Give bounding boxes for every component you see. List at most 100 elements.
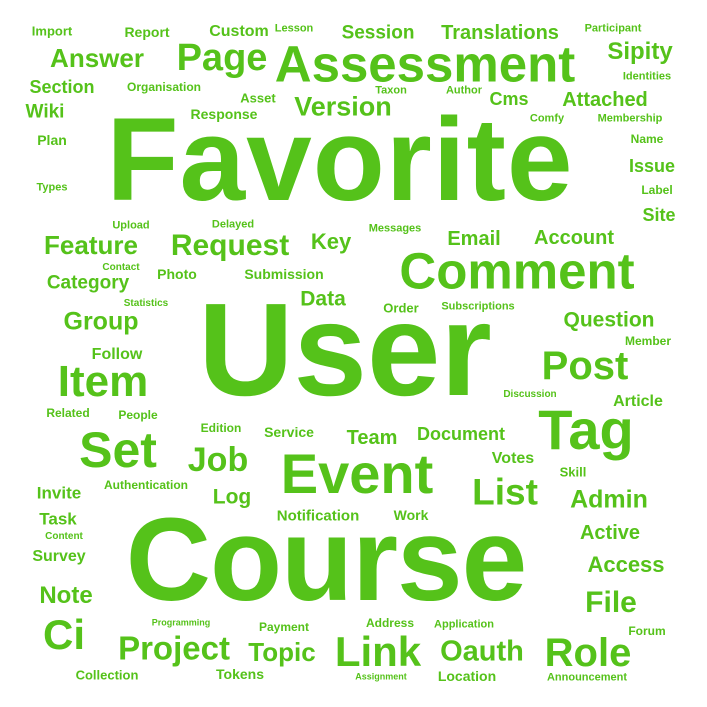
word-access: Access — [587, 552, 665, 577]
word-report: Report — [124, 24, 170, 40]
word-article: Article — [613, 393, 663, 410]
word-section: Section — [29, 77, 95, 97]
word-label: Label — [641, 183, 673, 197]
word-admin: Admin — [570, 485, 648, 514]
word-programming: Programming — [151, 617, 211, 628]
word-order: Order — [383, 300, 419, 316]
word-email: Email — [447, 228, 501, 250]
word-forum: Forum — [628, 624, 666, 638]
word-project: Project — [118, 629, 230, 667]
word-content: Content — [45, 531, 83, 542]
word-survey: Survey — [32, 548, 86, 565]
word-question: Question — [563, 308, 655, 332]
word-custom: Custom — [209, 23, 269, 40]
word-announcement: Announcement — [546, 671, 628, 684]
word-group: Group — [63, 307, 139, 336]
word-topic: Topic — [248, 637, 316, 667]
word-favorite: Favorite — [106, 94, 574, 226]
word-photo: Photo — [157, 266, 197, 282]
word-asset: Asset — [240, 90, 276, 106]
word-import: Import — [31, 23, 73, 39]
word-attached: Attached — [562, 89, 648, 111]
word-payment: Payment — [258, 620, 310, 634]
word-collection: Collection — [75, 667, 139, 683]
word-job: Job — [187, 441, 249, 479]
word-author: Author — [445, 84, 483, 97]
word-request: Request — [170, 229, 290, 262]
word-people: People — [118, 408, 158, 422]
word-ci: Ci — [43, 611, 85, 658]
word-sipity: Sipity — [607, 38, 673, 65]
word-statistics: Statistics — [123, 298, 169, 309]
word-version: Version — [294, 91, 392, 122]
word-application: Application — [434, 618, 494, 631]
word-discussion: Discussion — [503, 389, 557, 400]
word-name: Name — [630, 132, 664, 146]
word-site: Site — [642, 205, 676, 225]
word-edition: Edition — [200, 421, 242, 435]
word-account: Account — [534, 227, 614, 249]
word-subscriptions: Subscriptions — [441, 300, 515, 313]
word-messages: Messages — [368, 222, 422, 235]
word-user: User — [198, 276, 492, 423]
word-category: Category — [46, 272, 130, 294]
word-work: Work — [393, 507, 429, 523]
word-invite: Invite — [36, 483, 82, 503]
word-note: Note — [39, 582, 93, 609]
word-key: Key — [310, 229, 352, 254]
word-assignment: Assignment — [355, 671, 407, 682]
word-identities: Identities — [622, 70, 672, 83]
word-link: Link — [334, 628, 422, 675]
word-tokens: Tokens — [216, 666, 264, 682]
word-file: File — [585, 586, 637, 619]
word-event: Event — [280, 442, 434, 505]
word-page: Page — [176, 37, 268, 79]
word-follow: Follow — [91, 346, 143, 363]
word-related: Related — [46, 406, 90, 420]
word-oauth: Oauth — [440, 635, 524, 668]
word-location: Location — [437, 668, 497, 684]
word-document: Document — [416, 424, 506, 444]
word-session: Session — [341, 22, 415, 44]
word-participant: Participant — [584, 22, 642, 35]
word-service: Service — [264, 424, 314, 440]
word-wiki: Wiki — [25, 101, 65, 123]
word-role: Role — [544, 631, 632, 675]
word-item: Item — [57, 357, 149, 406]
word-set: Set — [79, 422, 157, 478]
word-plan: Plan — [37, 132, 67, 148]
word-answer: Answer — [50, 43, 144, 73]
word-organisation: Organisation — [126, 80, 202, 94]
word-assessment: Assessment — [274, 35, 576, 93]
word-votes: Votes — [491, 450, 535, 467]
word-submission: Submission — [244, 266, 324, 282]
word-issue: Issue — [628, 156, 676, 176]
word-task: Task — [39, 509, 77, 529]
word-data: Data — [300, 287, 346, 311]
word-list: List — [472, 471, 538, 513]
word-upload: Upload — [112, 219, 150, 232]
word-tag: Tag — [538, 398, 634, 461]
word-translations: Translations — [441, 22, 559, 44]
word-active: Active — [579, 522, 641, 544]
word-log: Log — [212, 485, 252, 509]
word-comment: Comment — [399, 242, 635, 300]
word-response: Response — [190, 106, 258, 122]
word-address: Address — [365, 616, 415, 630]
word-post: Post — [541, 344, 629, 388]
word-comfy: Comfy — [529, 112, 565, 125]
word-authentication: Authentication — [104, 478, 188, 492]
word-lesson: Lesson — [274, 22, 314, 35]
word-course: Course — [125, 494, 528, 626]
word-membership: Membership — [597, 112, 663, 125]
word-member: Member — [624, 334, 672, 348]
word-cms: Cms — [489, 89, 529, 109]
word-notification: Notification — [276, 507, 360, 525]
word-skill: Skill — [559, 464, 587, 480]
word-contact: Contact — [102, 262, 140, 273]
word-feature: Feature — [44, 230, 138, 260]
word-types: Types — [36, 181, 68, 194]
word-team: Team — [346, 427, 398, 449]
word-taxon: Taxon — [375, 84, 407, 97]
